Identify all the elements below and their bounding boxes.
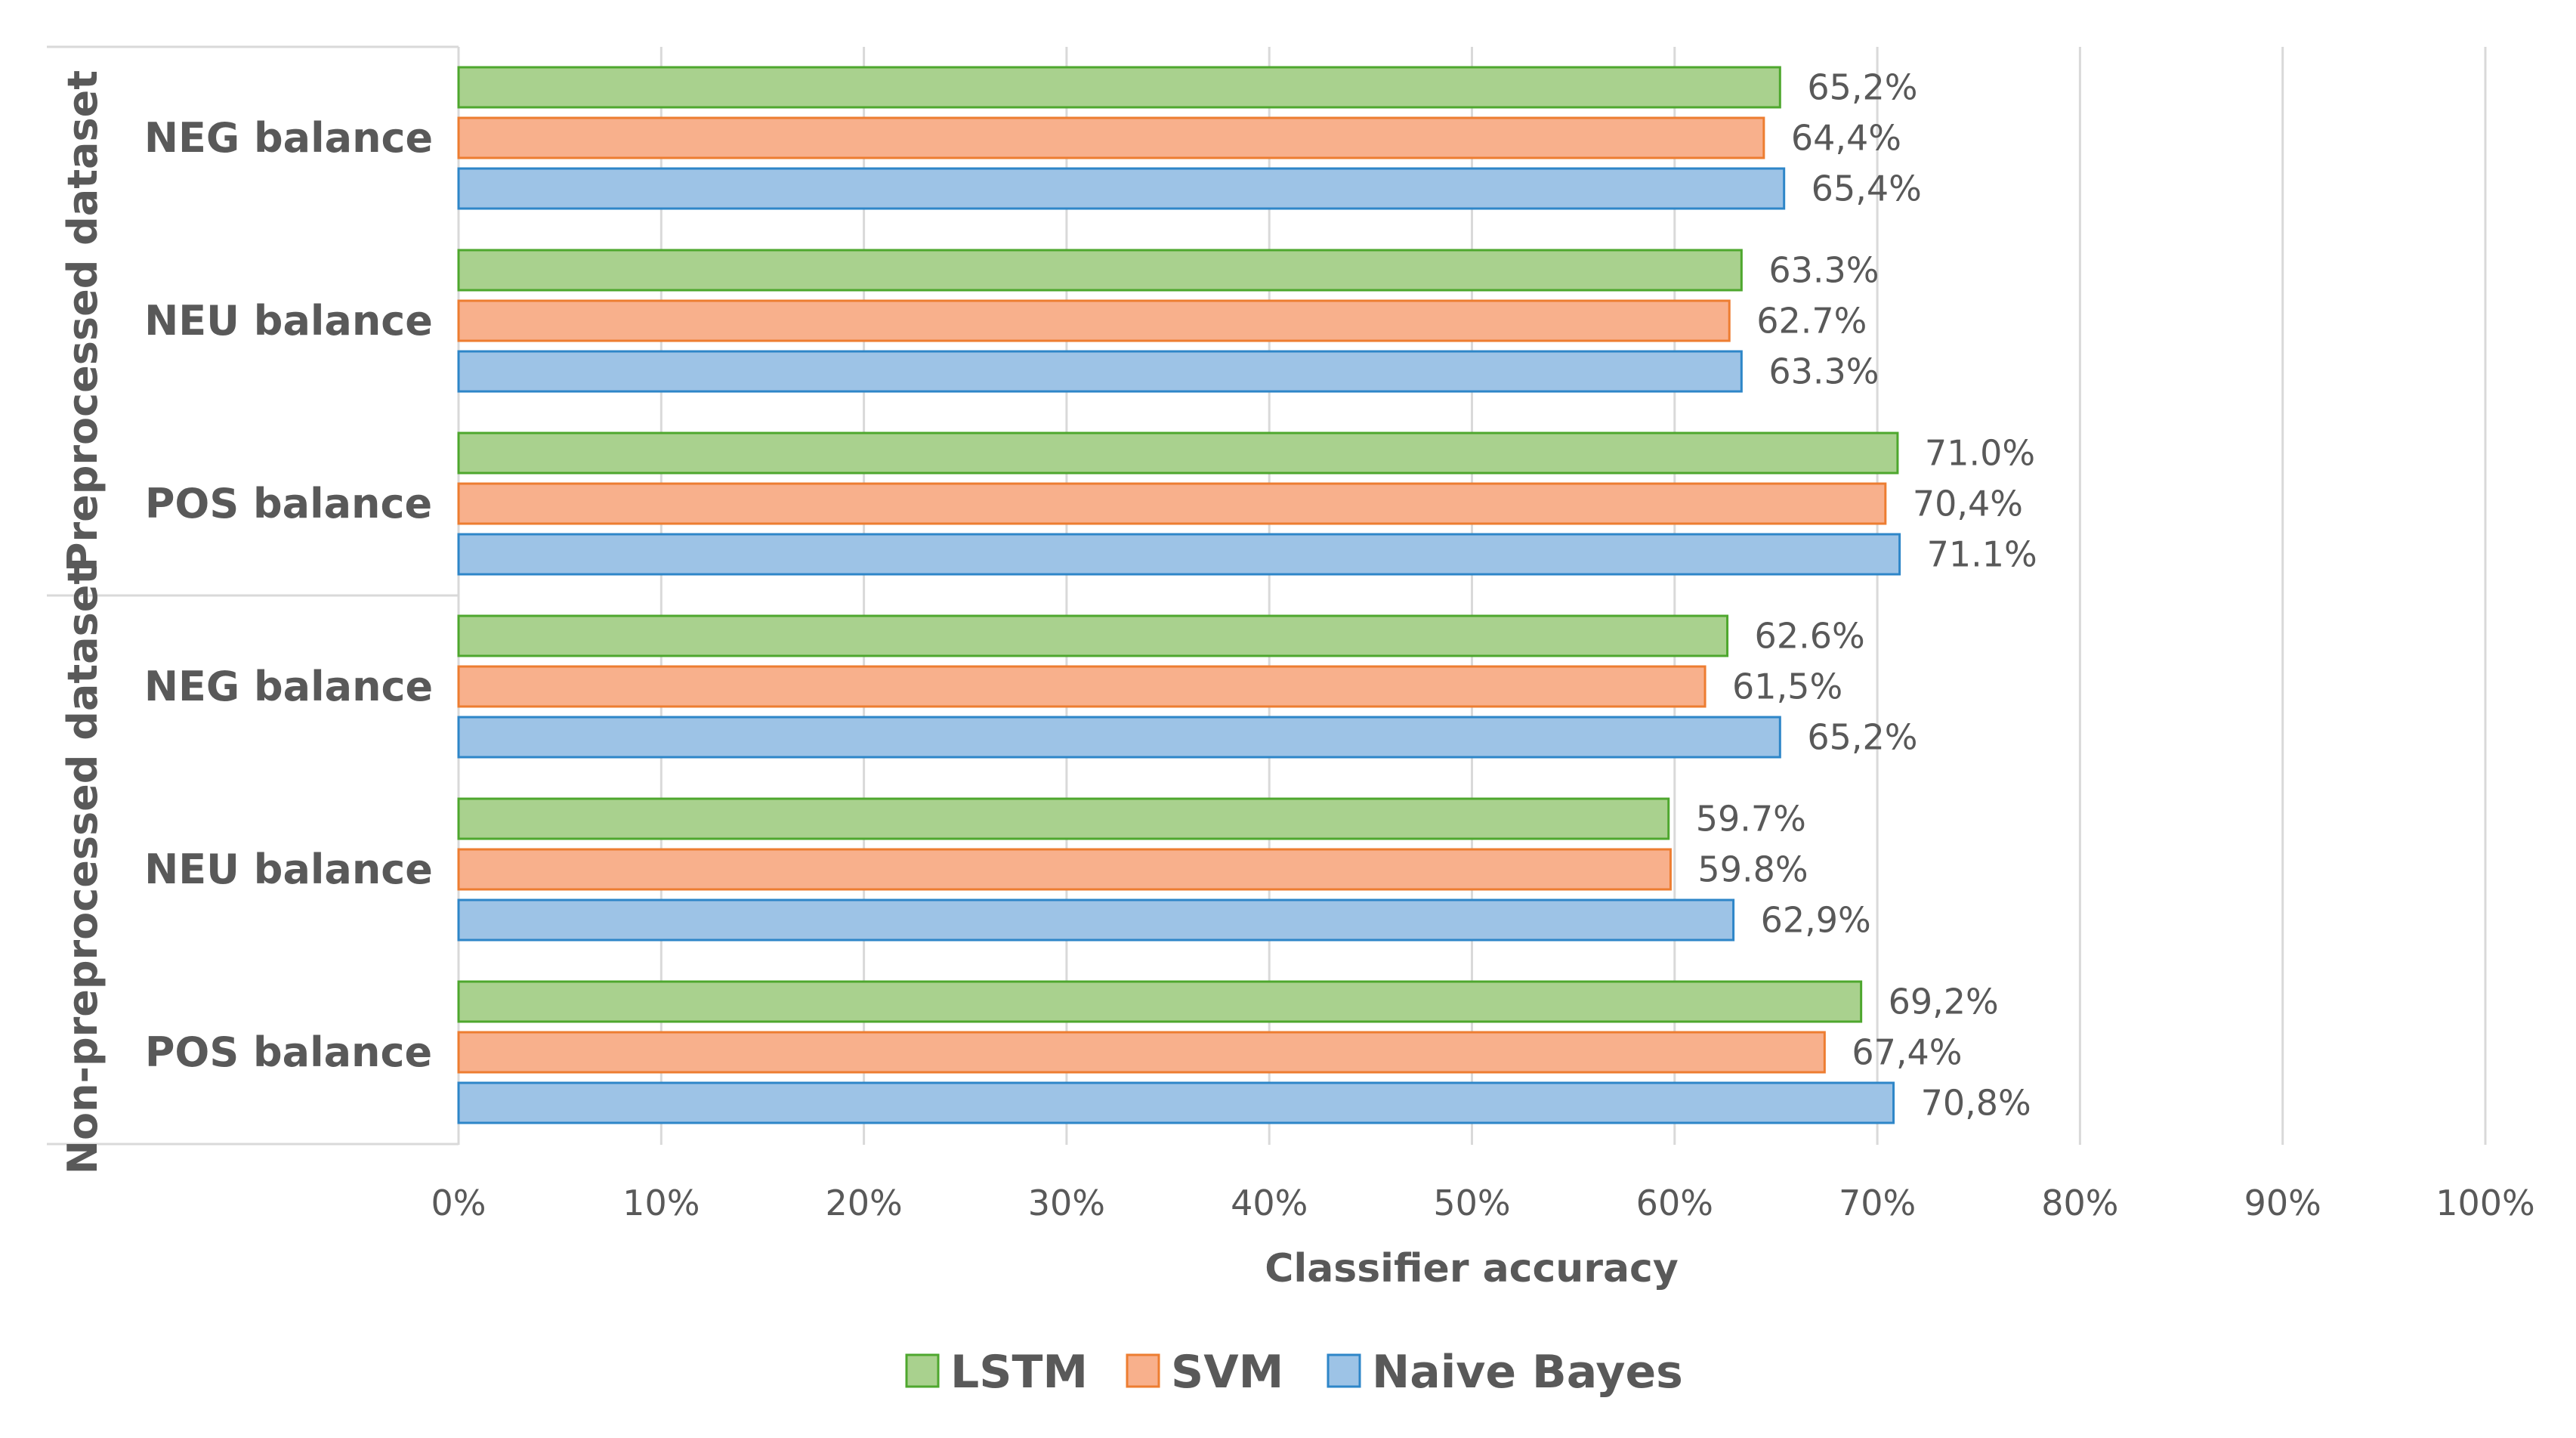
- bar-svm-non-preprocessed-dataset-neu-balance: [457, 848, 1672, 891]
- bar-naive-bayes-non-preprocessed-dataset-neu-balance: [457, 898, 1735, 942]
- data-label-lstm-non-preprocessed-dataset-neg-balance: 62.6%: [1755, 616, 1865, 657]
- x-tick-label-20: 20%: [825, 1183, 902, 1223]
- category-label-preprocessed-dataset-pos-balance: POS balance: [145, 480, 432, 527]
- data-label-lstm-preprocessed-dataset-pos-balance: 71.0%: [1925, 433, 2035, 474]
- group-label-preprocessed-dataset: Preprocessed dataset: [59, 70, 107, 572]
- legend-label-naive-bayes: Naive Bayes: [1372, 1346, 1683, 1399]
- x-tick-label-40: 40%: [1231, 1183, 1308, 1223]
- data-label-naive-bayes-non-preprocessed-dataset-pos-balance: 70,8%: [1921, 1083, 2031, 1124]
- bar-naive-bayes-preprocessed-dataset-neg-balance: [457, 167, 1786, 210]
- bar-naive-bayes-non-preprocessed-dataset-pos-balance: [457, 1081, 1895, 1124]
- bar-svm-non-preprocessed-dataset-pos-balance: [457, 1031, 1826, 1074]
- data-label-lstm-non-preprocessed-dataset-neu-balance: 59.7%: [1696, 799, 1806, 840]
- category-label-non-preprocessed-dataset-neg-balance: NEG balance: [144, 663, 433, 710]
- category-label-non-preprocessed-dataset-neu-balance: NEU balance: [144, 846, 433, 893]
- data-label-svm-preprocessed-dataset-pos-balance: 70,4%: [1913, 484, 2023, 524]
- legend-swatch-naive-bayes: [1327, 1353, 1361, 1388]
- x-tick-label-80: 80%: [2041, 1183, 2118, 1223]
- category-label-preprocessed-dataset-neg-balance: NEG balance: [144, 114, 433, 162]
- x-axis-title: Classifier accuracy: [1265, 1246, 1679, 1291]
- data-label-naive-bayes-non-preprocessed-dataset-neu-balance: 62,9%: [1761, 900, 1871, 941]
- bar-lstm-preprocessed-dataset-neg-balance: [457, 66, 1781, 109]
- bar-naive-bayes-non-preprocessed-dataset-neg-balance: [457, 716, 1781, 759]
- data-label-naive-bayes-preprocessed-dataset-pos-balance: 71.1%: [1927, 534, 2037, 575]
- data-label-svm-preprocessed-dataset-neg-balance: 64,4%: [1791, 118, 1901, 159]
- bars: [457, 66, 1901, 1124]
- bar-naive-bayes-preprocessed-dataset-pos-balance: [457, 533, 1901, 576]
- x-tick-label-100: 100%: [2435, 1183, 2535, 1223]
- bar-lstm-preprocessed-dataset-pos-balance: [457, 431, 1899, 475]
- x-tick-label-10: 10%: [622, 1183, 700, 1223]
- x-tick-label-30: 30%: [1028, 1183, 1105, 1223]
- bar-lstm-non-preprocessed-dataset-pos-balance: [457, 980, 1863, 1023]
- data-label-lstm-preprocessed-dataset-neu-balance: 63.3%: [1768, 250, 1879, 291]
- bar-svm-preprocessed-dataset-pos-balance: [457, 482, 1887, 525]
- gridlines: [457, 47, 2487, 1145]
- category-labels: NEG balance NEU balance POS balance NEG bal…: [144, 114, 433, 1076]
- bar-svm-preprocessed-dataset-neg-balance: [457, 116, 1765, 159]
- data-label-naive-bayes-non-preprocessed-dataset-neg-balance: 65,2%: [1807, 717, 1917, 758]
- data-label-svm-non-preprocessed-dataset-pos-balance: 67,4%: [1852, 1032, 1962, 1073]
- x-tick-label-60: 60%: [1636, 1183, 1713, 1223]
- bar-lstm-preprocessed-dataset-neu-balance: [457, 249, 1743, 292]
- bar-lstm-non-preprocessed-dataset-neg-balance: [457, 614, 1729, 657]
- data-label-svm-non-preprocessed-dataset-neg-balance: 61,5%: [1732, 666, 1842, 707]
- data-label-lstm-preprocessed-dataset-neg-balance: 65,2%: [1807, 67, 1917, 108]
- x-tick-label-70: 70%: [1839, 1183, 1916, 1223]
- legend-swatch-svm: [1126, 1353, 1160, 1388]
- x-tick-label-0: 0%: [431, 1183, 486, 1223]
- x-tick-label-50: 50%: [1433, 1183, 1510, 1223]
- bar-svm-non-preprocessed-dataset-neg-balance: [457, 665, 1707, 708]
- bar-lstm-non-preprocessed-dataset-neu-balance: [457, 797, 1670, 840]
- data-label-svm-non-preprocessed-dataset-neu-balance: 59.8%: [1697, 849, 1808, 890]
- data-label-svm-preprocessed-dataset-neu-balance: 62.7%: [1756, 301, 1867, 342]
- category-label-preprocessed-dataset-neu-balance: NEU balance: [144, 297, 433, 345]
- legend-swatch-lstm: [905, 1353, 940, 1388]
- x-tick-label-90: 90%: [2244, 1183, 2321, 1223]
- category-label-non-preprocessed-dataset-pos-balance: POS balance: [145, 1028, 432, 1076]
- legend-label-svm: SVM: [1171, 1346, 1283, 1399]
- data-label-naive-bayes-preprocessed-dataset-neu-balance: 63.3%: [1768, 351, 1879, 392]
- legend: LSTM SVM Naive Bayes: [905, 1346, 1683, 1399]
- group-label-non-preprocessed-dataset: Non-preprocessed dataset: [59, 565, 107, 1174]
- data-label-lstm-non-preprocessed-dataset-pos-balance: 69,2%: [1889, 982, 1999, 1022]
- data-labels: 65,2% 64,4% 65,4% 63.3% 62.7% 63.3% 71.0% 70,4%…: [1696, 67, 2037, 1124]
- bar-naive-bayes-preprocessed-dataset-neu-balance: [457, 350, 1743, 393]
- bar-svm-preprocessed-dataset-neu-balance: [457, 299, 1731, 342]
- x-axis-ticks: 0% 10% 20% 30% 40% 50% 60% 70% 80% 90% 100%: [431, 1183, 2535, 1223]
- data-label-naive-bayes-preprocessed-dataset-neg-balance: 65,4%: [1812, 169, 1922, 209]
- legend-label-lstm: LSTM: [950, 1346, 1088, 1399]
